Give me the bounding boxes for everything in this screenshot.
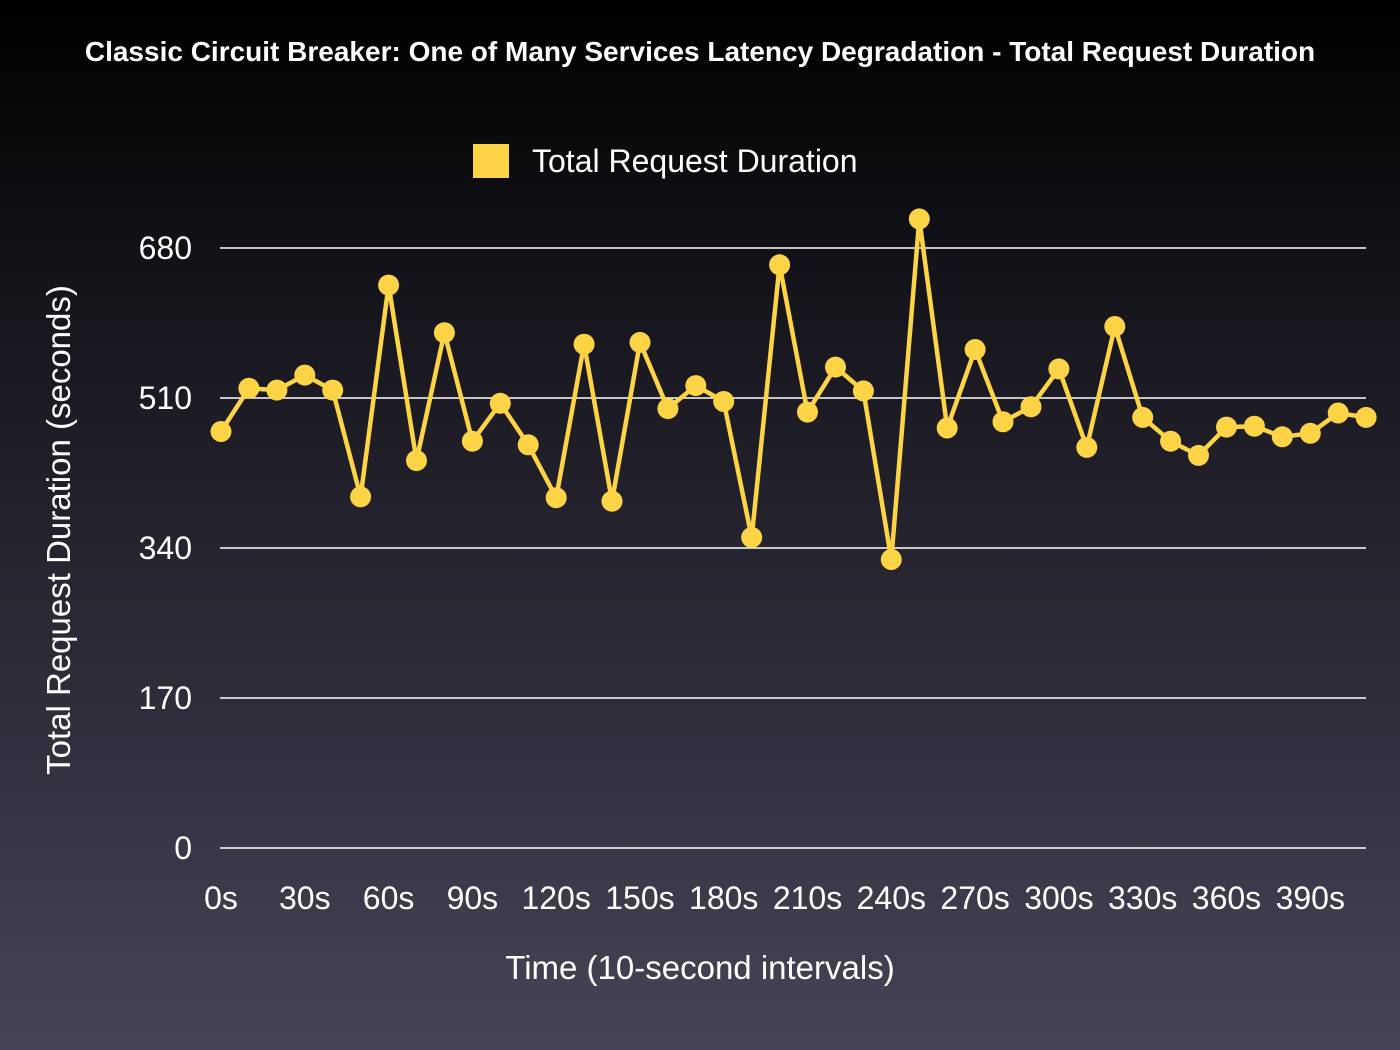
data-point-150s: [629, 331, 651, 353]
data-point-40s: [322, 379, 344, 401]
data-point-410s: [1355, 406, 1377, 428]
x-tick-label-210s: 210s: [773, 880, 842, 916]
data-point-400s: [1327, 402, 1349, 424]
data-point-80s: [433, 322, 455, 344]
series-total-request-duration: [210, 208, 1377, 570]
data-point-70s: [406, 450, 427, 472]
x-tick-label-360s: 360s: [1192, 880, 1261, 916]
legend-label: Total Request Duration: [532, 143, 858, 179]
data-point-210s: [797, 401, 818, 423]
data-point-320s: [1104, 316, 1126, 337]
data-point-280s: [992, 411, 1014, 433]
data-point-230s: [852, 380, 874, 402]
x-tick-label-330s: 330s: [1108, 880, 1177, 916]
data-point-120s: [545, 487, 567, 509]
data-point-190s: [741, 526, 763, 548]
data-point-350s: [1188, 444, 1209, 466]
data-point-330s: [1132, 406, 1154, 428]
data-point-250s: [908, 208, 930, 230]
x-tick-label-240s: 240s: [857, 880, 926, 916]
data-point-360s: [1216, 416, 1237, 438]
chart-title: Classic Circuit Breaker: One of Many Ser…: [84, 36, 1316, 67]
data-point-220s: [825, 356, 846, 378]
x-tick-label-60s: 60s: [363, 880, 415, 916]
data-point-0s: [210, 421, 232, 442]
data-point-370s: [1243, 415, 1265, 437]
data-point-160s: [657, 398, 679, 420]
data-point-20s: [266, 379, 288, 401]
grid-lines: [220, 247, 1366, 849]
data-point-380s: [1271, 426, 1293, 448]
data-point-390s: [1299, 422, 1321, 444]
data-point-100s: [489, 392, 511, 414]
data-point-50s: [350, 486, 372, 508]
x-axis-label: Time (10-second intervals): [505, 949, 894, 986]
data-point-10s: [238, 377, 260, 399]
data-point-200s: [769, 254, 791, 276]
data-point-180s: [713, 391, 735, 412]
y-tick-label-170: 170: [139, 680, 192, 716]
data-point-140s: [601, 490, 623, 512]
data-point-310s: [1076, 436, 1098, 458]
data-point-60s: [378, 274, 400, 296]
x-tick-label-390s: 390s: [1276, 880, 1345, 916]
x-tick-label-90s: 90s: [447, 880, 499, 916]
legend-swatch: [473, 144, 509, 178]
data-point-240s: [880, 549, 902, 570]
y-tick-label-0: 0: [174, 830, 192, 866]
y-tick-label-680: 680: [139, 230, 192, 266]
data-point-30s: [294, 364, 316, 386]
data-point-270s: [964, 339, 986, 360]
data-point-260s: [936, 417, 958, 439]
series-line: [219, 216, 1367, 562]
x-tick-label-0s: 0s: [204, 880, 238, 916]
y-tick-labels: 0 170 340 510 680: [139, 230, 192, 866]
x-tick-label-300s: 300s: [1024, 880, 1093, 916]
y-axis-label: Total Request Duration (seconds): [40, 285, 77, 775]
data-point-170s: [685, 375, 707, 397]
data-point-290s: [1020, 396, 1042, 418]
data-point-340s: [1160, 430, 1182, 452]
x-tick-labels: 0s 30s 60s 90s 120s 150s 180s 210s 240s 270s 300s 3…: [204, 880, 1345, 916]
y-tick-label-340: 340: [139, 530, 192, 566]
x-tick-label-150s: 150s: [605, 880, 674, 916]
data-point-110s: [517, 434, 539, 456]
legend: Total Request Duration: [473, 143, 858, 179]
data-point-90s: [461, 430, 483, 452]
data-point-300s: [1048, 358, 1070, 380]
x-tick-label-120s: 120s: [521, 880, 590, 916]
x-tick-label-180s: 180s: [689, 880, 758, 916]
y-tick-label-510: 510: [139, 380, 192, 416]
data-point-130s: [573, 333, 595, 355]
x-tick-label-270s: 270s: [940, 880, 1009, 916]
x-tick-label-30s: 30s: [279, 880, 331, 916]
